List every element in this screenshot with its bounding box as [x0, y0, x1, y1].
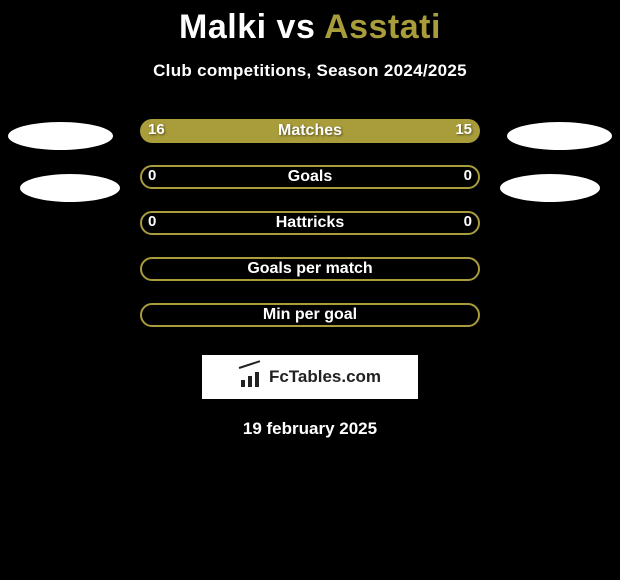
stat-value-right: 0 — [464, 213, 472, 230]
stat-label: Min per goal — [263, 306, 357, 324]
stat-label: Goals — [288, 168, 332, 186]
stat-bar: Matches — [140, 119, 480, 143]
stat-row-min-per-goal: Min per goal — [0, 303, 620, 327]
page-title: Malki vs Asstati — [0, 0, 620, 47]
stat-value-left: 0 — [148, 213, 156, 230]
stat-bar: Hattricks — [140, 211, 480, 235]
player-2-name: Asstati — [324, 8, 441, 46]
stat-label: Goals per match — [247, 260, 372, 278]
stat-bar: Goals per match — [140, 257, 480, 281]
date-label: 19 february 2025 — [0, 419, 620, 439]
stat-row-matches: Matches 16 15 — [0, 119, 620, 143]
stat-rows: Matches 16 15 Goals 0 0 Hattricks 0 0 Go… — [0, 119, 620, 327]
stat-row-goals: Goals 0 0 — [0, 165, 620, 189]
stat-bar: Min per goal — [140, 303, 480, 327]
stat-value-right: 15 — [455, 121, 472, 138]
player-1-name: Malki — [179, 8, 267, 46]
stat-label: Hattricks — [276, 214, 344, 232]
source-badge[interactable]: FcTables.com — [202, 355, 418, 399]
barchart-icon — [239, 367, 263, 387]
source-badge-text: FcTables.com — [269, 367, 381, 387]
stat-value-left: 0 — [148, 167, 156, 184]
stat-value-left: 16 — [148, 121, 165, 138]
stat-label: Matches — [278, 122, 342, 140]
stat-bar: Goals — [140, 165, 480, 189]
stat-row-hattricks: Hattricks 0 0 — [0, 211, 620, 235]
stat-value-right: 0 — [464, 167, 472, 184]
subtitle: Club competitions, Season 2024/2025 — [0, 61, 620, 81]
stat-row-goals-per-match: Goals per match — [0, 257, 620, 281]
title-vs: vs — [277, 8, 316, 46]
